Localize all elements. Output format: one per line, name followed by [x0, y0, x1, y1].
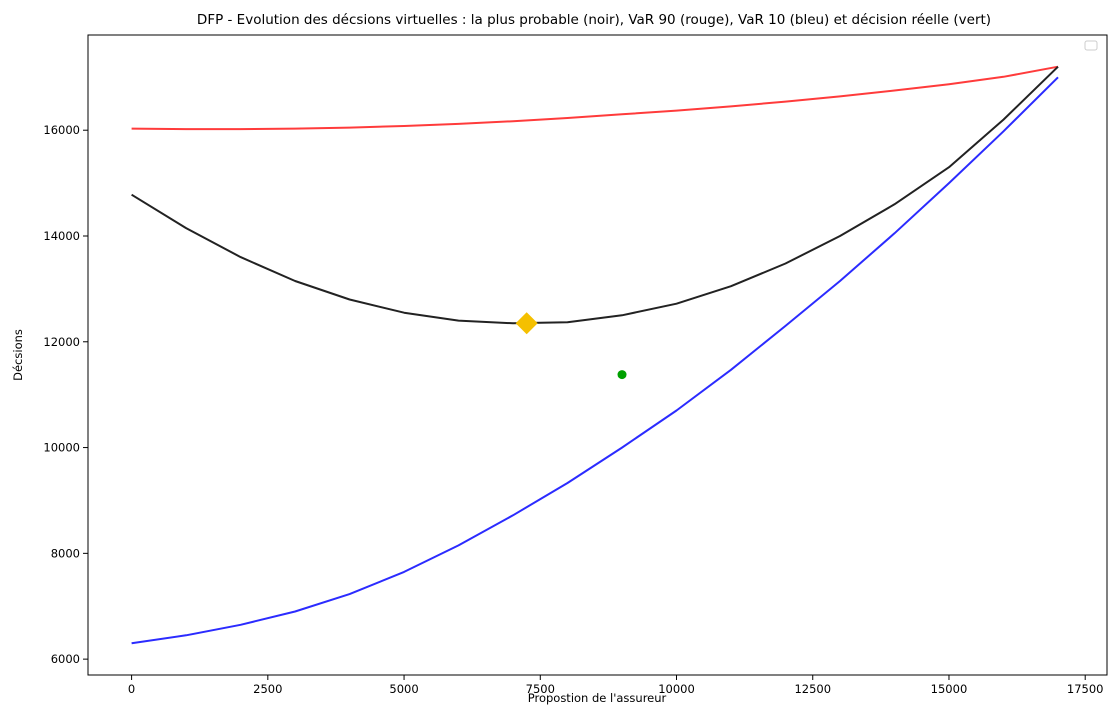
real-decision-marker [617, 370, 627, 380]
series-line-2 [131, 76, 1059, 645]
x-tick-label: 12500 [794, 682, 831, 696]
y-axis-ticks: 6000 8000 10000 12000 14000 16000 [43, 123, 88, 666]
y-tick-label: 8000 [51, 546, 80, 560]
x-tick-label: 2500 [253, 682, 282, 696]
series-layer [131, 65, 1059, 645]
y-tick-label: 6000 [51, 652, 80, 666]
legend-box [1084, 40, 1098, 51]
most-probable-marker [515, 312, 538, 335]
x-tick-label: 5000 [389, 682, 418, 696]
x-tick-label: 7500 [526, 682, 555, 696]
x-axis-ticks: 0 2500 5000 7500 10000 12500 15000 17500 [128, 675, 1104, 696]
y-tick-label: 16000 [43, 123, 80, 137]
plot-area [87, 34, 1108, 676]
series-line-1 [131, 65, 1059, 325]
y-tick-label: 12000 [43, 335, 80, 349]
series-line-0 [131, 65, 1059, 131]
x-tick-label: 0 [128, 682, 135, 696]
x-axis-label: Propostion de l'assureur [528, 691, 667, 705]
markers-layer [515, 312, 627, 380]
x-tick-label: 15000 [931, 682, 968, 696]
x-tick-label: 10000 [658, 682, 695, 696]
y-axis-label: Décsions [11, 329, 25, 381]
x-tick-label: 17500 [1067, 682, 1104, 696]
y-tick-label: 14000 [43, 229, 80, 243]
chart-title: DFP - Evolution des décsions virtuelles … [197, 12, 991, 28]
y-tick-label: 10000 [43, 441, 80, 455]
